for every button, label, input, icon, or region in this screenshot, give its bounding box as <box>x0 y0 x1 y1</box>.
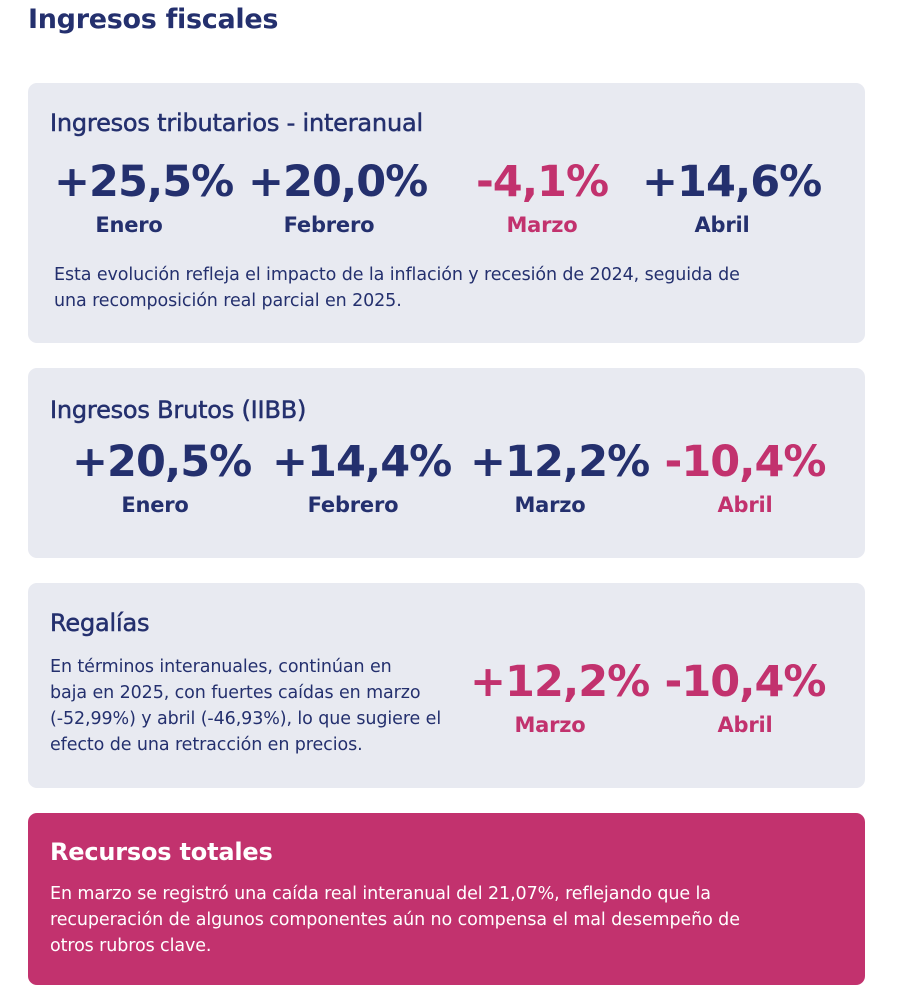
note-line: efecto de una retracción en precios. <box>50 735 363 755</box>
card-regalias: Regalías En términos interanuales, conti… <box>28 583 865 788</box>
note-line: Esta evolución refleja el impacto de la … <box>54 265 740 285</box>
card-note-tributarios: Esta evolución refleja el impacto de la … <box>54 262 854 314</box>
metric-value: +20,5% <box>72 437 252 487</box>
metric-month: Abril <box>717 493 773 517</box>
metric-value: +25,5% <box>54 157 234 207</box>
card-ingresos-tributarios: Ingresos tributarios - interanual +25,5%… <box>28 83 865 343</box>
card-title-recursos: Recursos totales <box>50 838 273 866</box>
metric-tributarios-marzo: -4,1% Marzo <box>468 158 616 238</box>
note-line: En marzo se registró una caída real inte… <box>50 884 711 904</box>
metric-tributarios-febrero: +20,0% Febrero <box>248 157 428 238</box>
metric-month: Febrero <box>283 213 375 237</box>
metric-tributarios-enero: +25,5% Enero <box>54 157 234 238</box>
metric-month: Abril <box>694 213 750 237</box>
note-line: baja en 2025, con fuertes caídas en marz… <box>50 683 421 703</box>
page-title: Ingresos fiscales <box>28 4 279 35</box>
metric-iibb-abril: -10,4% Abril <box>664 438 826 518</box>
metric-iibb-febrero: +14,4% Febrero <box>272 437 452 518</box>
card-note-recursos: En marzo se registró una caída real inte… <box>50 881 860 959</box>
metric-month: Enero <box>95 213 163 237</box>
metric-value: +14,4% <box>272 437 452 487</box>
card-recursos-totales: Recursos totales En marzo se registró un… <box>28 813 865 985</box>
metric-value: +20,0% <box>248 157 428 207</box>
metric-month: Febrero <box>307 493 399 517</box>
card-title-tributarios: Ingresos tributarios - interanual <box>50 109 424 138</box>
metric-value: -10,4% <box>664 657 826 707</box>
metric-value: -10,4% <box>664 437 826 487</box>
metric-month: Abril <box>717 713 773 737</box>
metric-value: -4,1% <box>475 157 609 207</box>
metric-value: +12,2% <box>470 657 650 707</box>
metric-regalias-abril: -10,4% Abril <box>664 658 826 738</box>
metric-value: +14,6% <box>642 157 822 207</box>
metric-month: Marzo <box>514 713 586 737</box>
metric-month: Marzo <box>514 493 586 517</box>
note-line: recuperación de algunos componentes aún … <box>50 910 740 930</box>
card-note-regalias: En términos interanuales, continúan en b… <box>50 654 460 758</box>
metric-month: Marzo <box>506 213 578 237</box>
metric-iibb-enero: +20,5% Enero <box>72 437 252 518</box>
card-ingresos-brutos: Ingresos Brutos (IIBB) +20,5% Enero +14,… <box>28 368 865 558</box>
metric-tributarios-abril: +14,6% Abril <box>642 157 822 238</box>
note-line: una recomposición real parcial en 2025. <box>54 291 402 311</box>
note-line: otros rubros clave. <box>50 936 212 956</box>
metric-month: Enero <box>121 493 189 517</box>
metric-iibb-marzo: +12,2% Marzo <box>470 437 650 518</box>
note-line: (-52,99%) y abril (-46,93%), lo que sugi… <box>50 709 442 729</box>
note-line: En términos interanuales, continúan en <box>50 657 392 677</box>
metric-regalias-marzo: +12,2% Marzo <box>470 657 650 738</box>
card-title-regalias: Regalías <box>50 609 150 638</box>
metric-value: +12,2% <box>470 437 650 487</box>
card-title-iibb: Ingresos Brutos (IIBB) <box>50 396 307 425</box>
